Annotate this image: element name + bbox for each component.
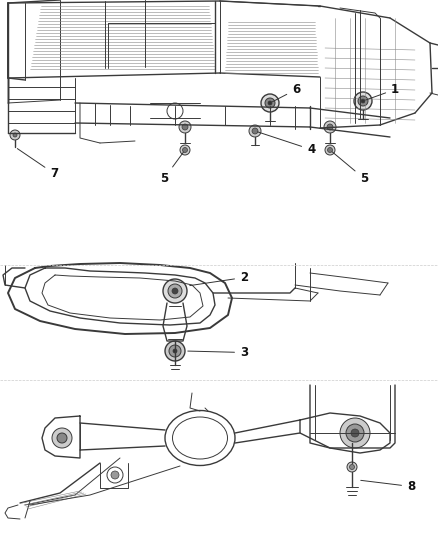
Circle shape (261, 94, 279, 112)
Circle shape (179, 121, 191, 133)
Circle shape (249, 125, 261, 137)
Circle shape (173, 349, 177, 353)
Circle shape (265, 98, 275, 108)
Text: 7: 7 (17, 149, 58, 180)
Circle shape (111, 471, 119, 479)
Circle shape (169, 345, 181, 357)
Circle shape (172, 288, 178, 294)
Circle shape (268, 101, 272, 105)
Circle shape (163, 279, 187, 303)
Circle shape (168, 284, 182, 298)
Circle shape (358, 96, 368, 106)
Circle shape (180, 145, 190, 155)
Circle shape (324, 121, 336, 133)
Circle shape (165, 341, 185, 361)
Circle shape (327, 124, 333, 130)
Text: 5: 5 (160, 152, 184, 185)
Circle shape (361, 99, 365, 103)
Circle shape (182, 124, 188, 130)
Circle shape (351, 429, 359, 437)
Circle shape (346, 424, 364, 442)
Text: 2: 2 (190, 271, 248, 286)
Circle shape (13, 133, 17, 137)
Text: 1: 1 (366, 83, 399, 100)
Text: 4: 4 (258, 132, 315, 156)
Circle shape (52, 428, 72, 448)
Circle shape (325, 145, 335, 155)
Circle shape (340, 418, 370, 448)
Text: 6: 6 (272, 83, 300, 102)
Circle shape (354, 92, 372, 110)
Circle shape (350, 464, 354, 470)
Circle shape (328, 148, 332, 152)
Circle shape (10, 130, 20, 140)
Circle shape (252, 128, 258, 134)
Text: 8: 8 (361, 480, 415, 493)
Circle shape (183, 148, 187, 152)
Circle shape (347, 462, 357, 472)
Circle shape (57, 433, 67, 443)
Text: 3: 3 (188, 346, 248, 359)
Text: 5: 5 (332, 152, 368, 185)
